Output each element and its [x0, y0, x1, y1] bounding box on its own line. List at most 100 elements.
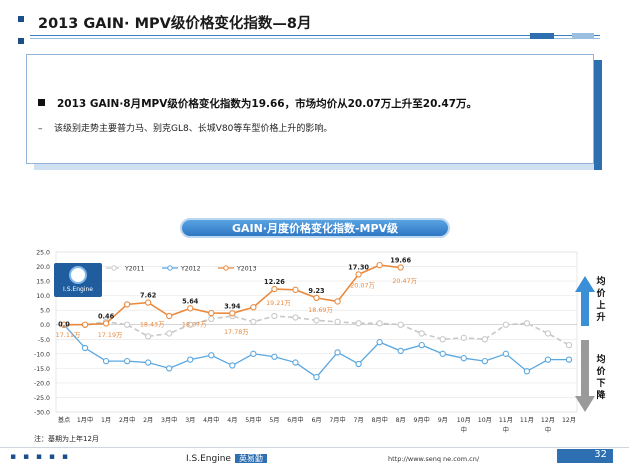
summary-sub-bullet: – 该级别走势主要普力马、别克GL8、长城V80等车型价格上升的影响。	[38, 121, 332, 134]
data-point-y2013	[60, 321, 68, 328]
data-label: 7.62	[140, 292, 157, 300]
legend-marker	[167, 265, 173, 271]
y-tick-label: 15.0	[36, 279, 50, 286]
dash-icon: –	[38, 124, 43, 134]
data-point-y2011	[313, 317, 320, 324]
data-point-y2013	[208, 309, 215, 317]
x-tick-label: 6月	[311, 417, 321, 424]
title-rule-accent	[530, 33, 554, 39]
data-point-y2012	[166, 365, 173, 372]
data-point-y2011	[544, 330, 552, 337]
data-point-y2013	[102, 320, 110, 327]
data-point-y2012	[145, 359, 152, 366]
data-point-y2011	[334, 318, 341, 325]
x-tick-label-line2: 中	[503, 426, 509, 434]
summary-main-text: 2013 GAIN·8月MPV级价格变化指数为19.66，市场均价从20.07万…	[57, 98, 478, 110]
y-tick-label: 25.0	[36, 250, 50, 257]
y-tick-label: -15.0	[34, 366, 50, 373]
data-label: 0.46	[98, 312, 115, 320]
data-point-y2013	[166, 312, 173, 320]
y-tick-label: 20.0	[36, 264, 50, 271]
data-point-y2012	[481, 357, 488, 365]
data-point-y2013	[250, 304, 257, 311]
data-point-y2012	[271, 353, 278, 360]
footer-rule	[0, 447, 629, 448]
summary-box-edge	[594, 60, 602, 170]
x-tick-label: 3月中	[161, 416, 177, 424]
data-point-y2011	[565, 341, 573, 349]
price-label: 18.07万	[182, 321, 207, 329]
x-tick-label: 1月中	[77, 416, 93, 424]
footnote: 注：基期为上年12月	[34, 435, 99, 443]
page-number: 32	[557, 449, 613, 463]
title-rule-accent-light	[572, 33, 594, 39]
x-tick-label: 11月	[520, 417, 534, 424]
data-point-y2012	[460, 355, 467, 362]
price-label: 17.11万	[56, 331, 81, 339]
data-point-y2012	[502, 350, 510, 357]
price-label: 17.19万	[98, 331, 123, 339]
legend-marker	[223, 265, 229, 271]
data-point-y2011	[397, 321, 404, 328]
data-point-y2013	[145, 299, 152, 306]
footer-dots: ▪ ▪ ▪ ▪ ▪	[10, 452, 70, 462]
data-point-y2012	[418, 341, 425, 349]
data-point-y2012	[544, 356, 552, 363]
y-tick-label: -30.0	[34, 410, 50, 417]
is-engine-logo: I.S.Engine	[54, 263, 102, 297]
data-point-y2011	[502, 321, 510, 328]
x-tick-label: 6月中	[287, 416, 303, 424]
x-tick-label: 3月	[185, 417, 195, 424]
arrow-up-shaft	[581, 290, 589, 326]
chart-title-banner: GAIN·月度价格变化指数-MPV级	[180, 218, 450, 238]
footer-brand: I.S.Engine 英易勤	[186, 453, 267, 464]
price-label: 18.69万	[308, 306, 333, 314]
data-point-y2013	[123, 301, 131, 308]
summary-main-bullet: 2013 GAIN·8月MPV级价格变化指数为19.66，市场均价从20.07万…	[38, 96, 477, 111]
x-tick-label: 10月	[478, 417, 492, 424]
price-label: 20.07万	[350, 281, 375, 289]
data-point-y2013	[355, 271, 362, 278]
data-point-y2012	[565, 356, 573, 363]
data-point-y2011	[523, 320, 531, 327]
data-point-y2012	[81, 344, 89, 352]
x-tick-label: 8月中	[371, 416, 387, 424]
data-point-y2013	[81, 321, 89, 328]
price-label: 17.78万	[224, 328, 249, 336]
footer-brand-tag: 英易勤	[234, 454, 267, 463]
x-tick-label: 10月	[457, 417, 471, 424]
plot-area	[55, 251, 578, 413]
data-point-y2012	[523, 368, 531, 375]
arrow-up-icon	[575, 276, 595, 292]
data-point-y2011	[355, 320, 362, 327]
data-point-y2012	[397, 347, 404, 355]
data-label: 9.23	[308, 287, 325, 295]
data-point-y2011	[292, 314, 299, 321]
data-point-y2011	[208, 315, 215, 323]
data-label: 5.64	[182, 297, 199, 305]
legend-label: Y2011	[124, 266, 145, 273]
x-tick-label: 11月	[499, 417, 513, 424]
data-point-y2012	[376, 339, 383, 346]
x-tick-label: 2月中	[119, 416, 135, 424]
logo-text: I.S.Engine	[63, 286, 93, 293]
y-tick-label: -20.0	[34, 380, 50, 387]
y-tick-label: -10.0	[34, 351, 50, 358]
data-point-y2013	[376, 261, 383, 269]
arrow-down-shaft	[581, 340, 589, 398]
data-point-y2013	[229, 310, 236, 317]
data-point-y2011	[460, 334, 467, 341]
data-point-y2011	[418, 330, 425, 337]
y-tick-label: 0.0	[40, 322, 50, 329]
data-label: 0.0	[58, 321, 70, 329]
data-point-y2012	[313, 373, 320, 381]
y-tick-label: 5.0	[40, 308, 50, 315]
data-point-y2012	[208, 352, 215, 359]
data-point-y2012	[187, 356, 194, 363]
data-point-y2011	[271, 312, 278, 320]
x-tick-label: 9月	[438, 417, 448, 424]
title-rule-secondary	[30, 38, 600, 39]
data-point-y2011	[123, 321, 131, 328]
arrow-down-label: 均价下降	[596, 355, 606, 401]
data-point-y2013	[271, 285, 278, 293]
